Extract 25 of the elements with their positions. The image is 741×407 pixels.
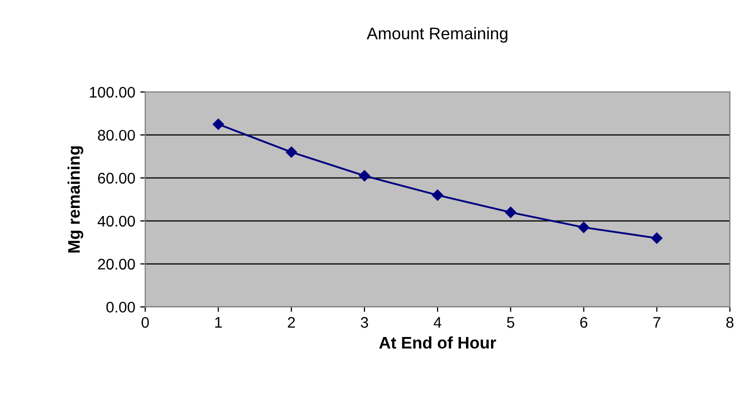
point [432, 190, 444, 201]
point [212, 118, 224, 130]
x-tick-label: 4 [434, 317, 442, 328]
y-tick-label: 20.00 [98, 258, 135, 270]
x-tick-label: 3 [360, 317, 368, 328]
x-tick-label: 1 [215, 317, 222, 328]
x-tick-label: 6 [580, 317, 588, 328]
point [505, 206, 516, 218]
x-axis-title: At End of Hour [379, 336, 496, 349]
point [651, 232, 662, 244]
point [578, 222, 590, 233]
point [358, 170, 370, 182]
chart-title: Amount Remaining [366, 27, 508, 43]
y-axis-title: Mg remaining [68, 146, 84, 252]
y-tick-label: 100.00 [90, 86, 135, 98]
y-tick-label: 40.00 [98, 216, 135, 227]
x-tick-label: 0 [142, 317, 149, 328]
x-tick-label: 7 [653, 317, 660, 328]
x-tick-label: 5 [507, 317, 514, 328]
point [286, 146, 298, 158]
x-tick-label: 8 [726, 317, 734, 328]
y-tick-label: 80.00 [98, 130, 135, 141]
y-tick-label: 0.00 [106, 302, 135, 313]
y-tick-label: 60.00 [98, 172, 135, 184]
x-tick-label: 2 [288, 317, 295, 328]
